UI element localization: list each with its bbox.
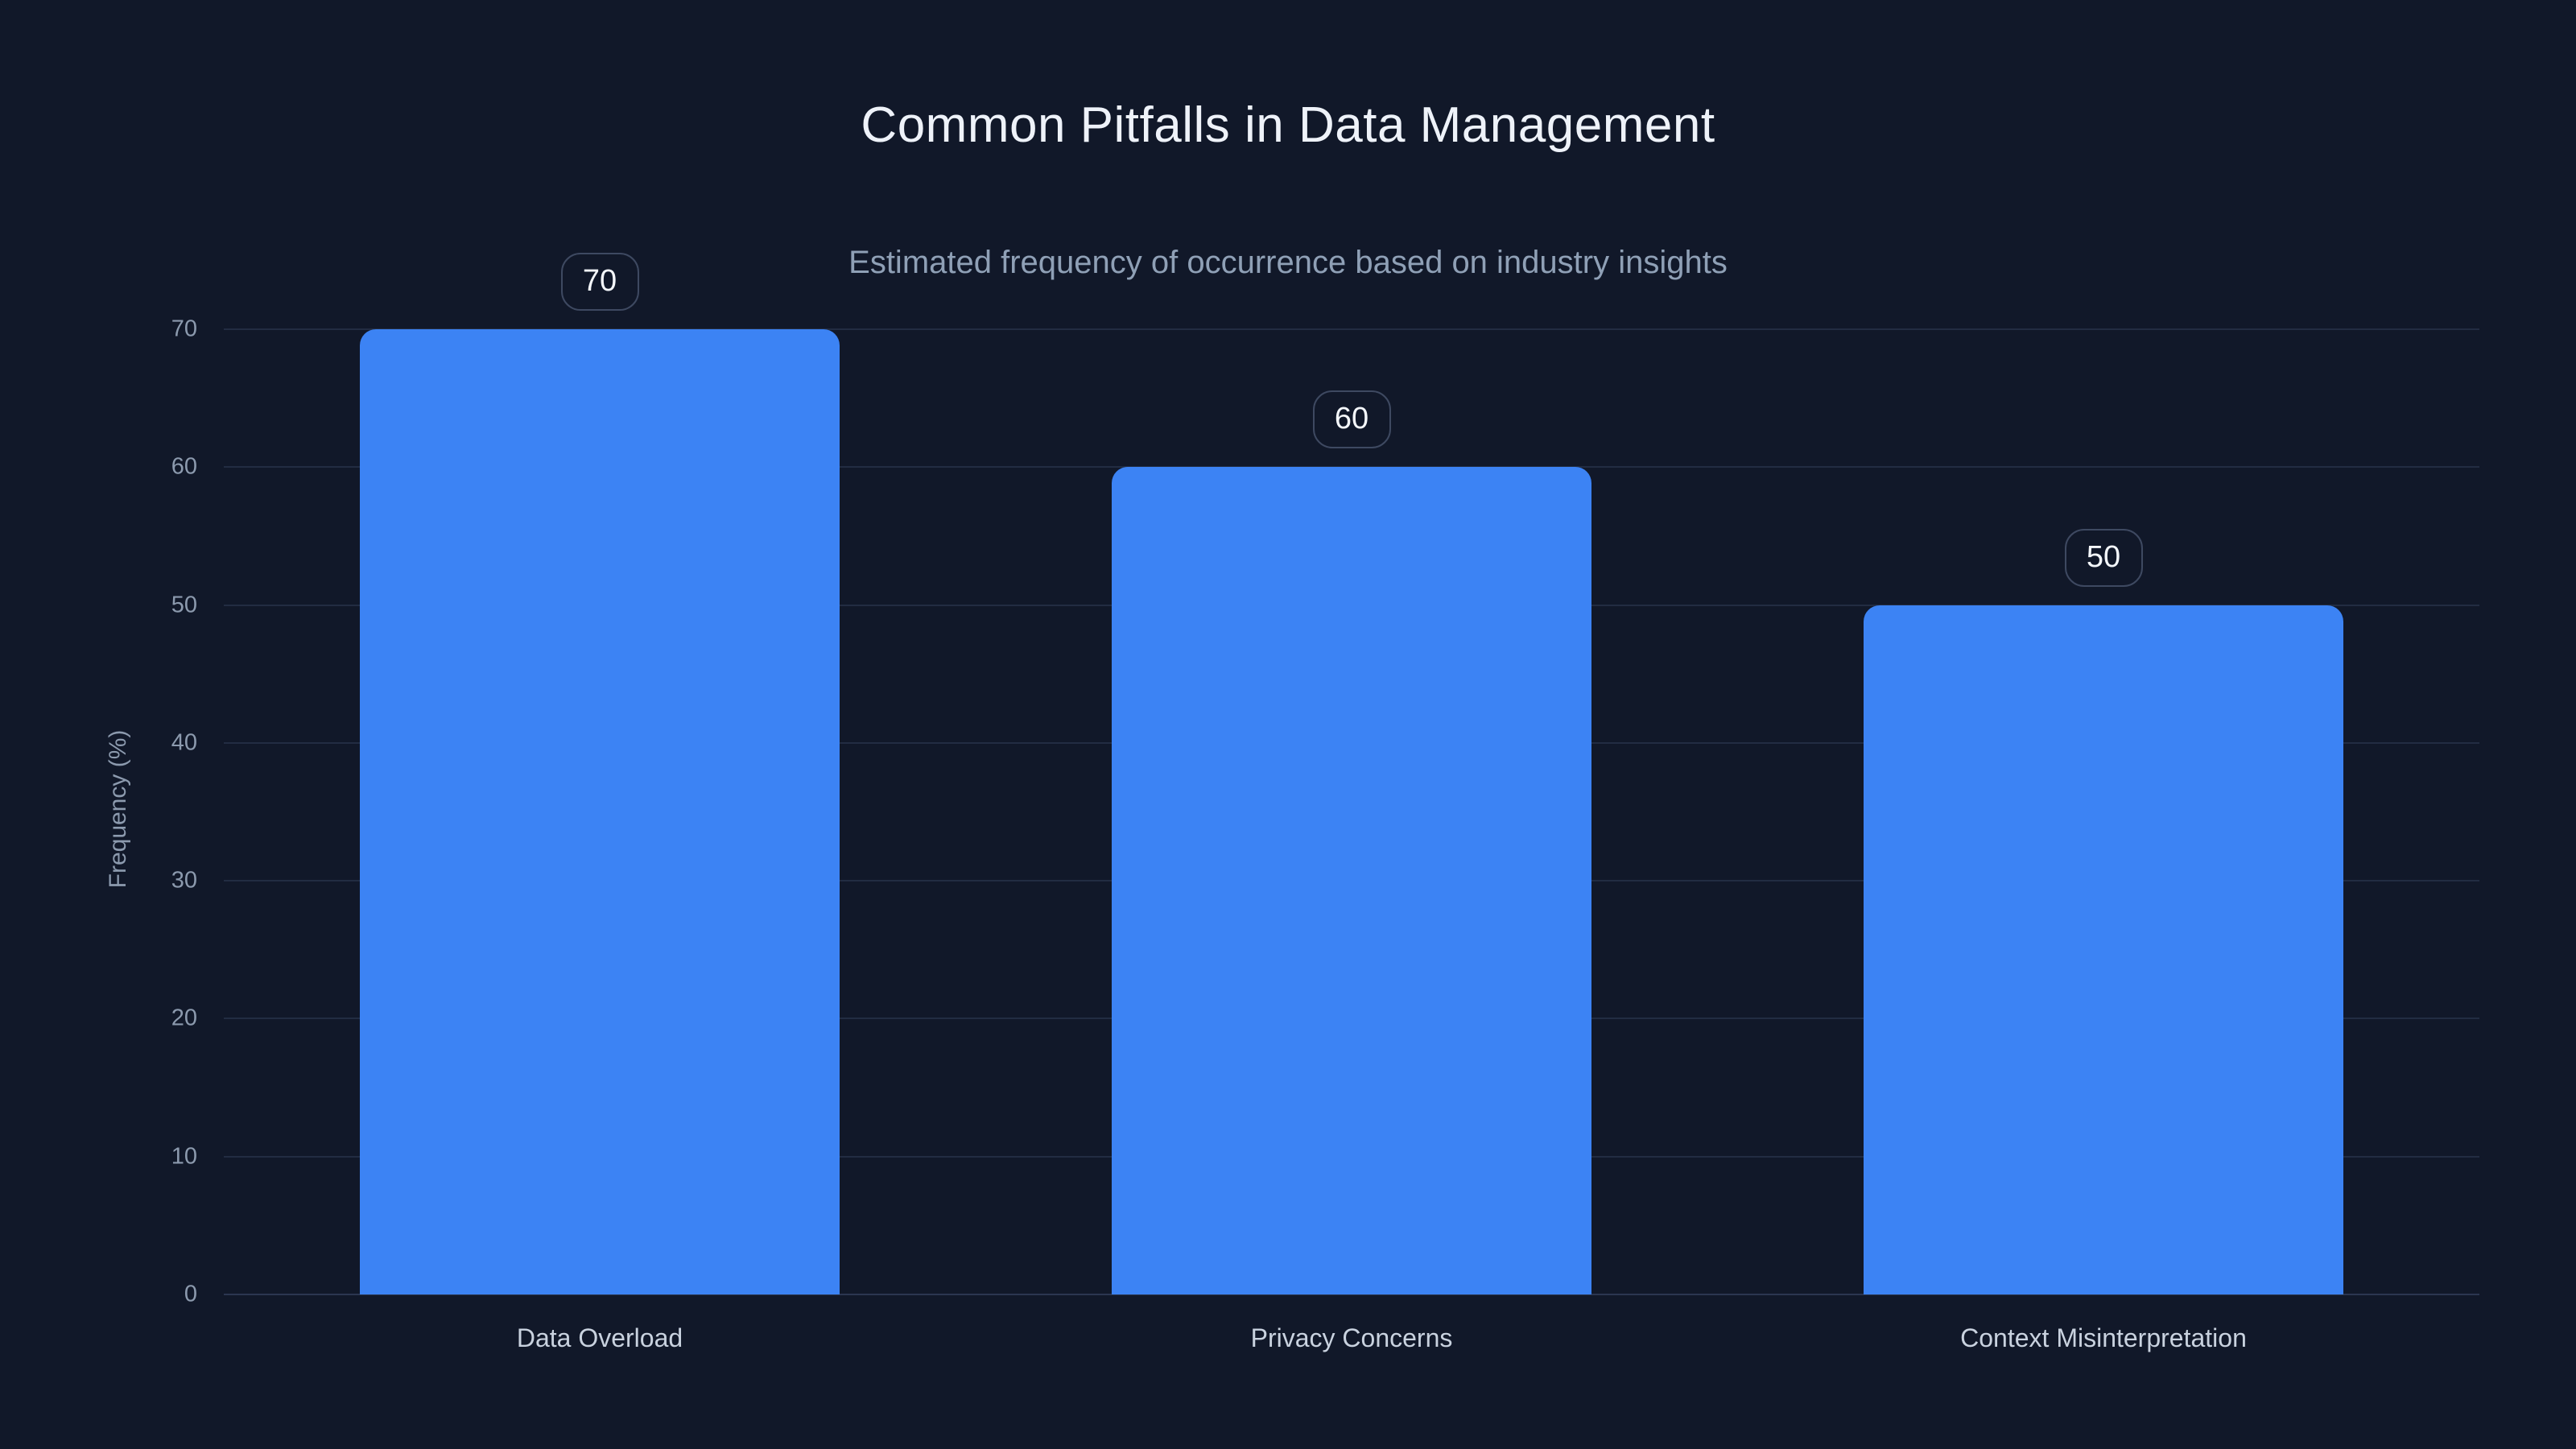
x-category-label: Data Overload — [516, 1323, 683, 1352]
bar-context-misinterpretation[interactable] — [1864, 605, 2343, 1294]
chart-subtitle: Estimated frequency of occurrence based … — [848, 245, 1728, 280]
x-category-label: Privacy Concerns — [1250, 1323, 1453, 1352]
y-tick-label: 0 — [184, 1281, 197, 1307]
y-tick-label: 30 — [171, 867, 197, 894]
x-category-label: Context Misinterpretation — [1960, 1323, 2247, 1352]
gridline — [224, 328, 2479, 330]
y-tick-label: 50 — [171, 592, 197, 618]
y-tick-label: 20 — [171, 1005, 197, 1031]
x-axis-line — [224, 1294, 2479, 1295]
y-tick-label: 60 — [171, 453, 197, 480]
bar-value-badge: 60 — [1312, 390, 1391, 449]
bar-privacy-concerns[interactable] — [1112, 467, 1591, 1294]
y-tick-label: 40 — [171, 729, 197, 756]
plot-area: 70 Data Overload 60 Privacy Concerns 50 Conte… — [224, 253, 2479, 1352]
bar-data-overload[interactable] — [360, 329, 840, 1294]
y-axis-tick-labels: 0 10 20 30 40 50 60 70 — [0, 316, 197, 1307]
chart-title: Common Pitfalls in Data Management — [861, 97, 1715, 153]
bar-value-badge: 50 — [2064, 528, 2143, 587]
y-tick-label: 10 — [171, 1143, 197, 1170]
y-tick-label: 70 — [171, 316, 197, 342]
bar-value-badge: 70 — [560, 253, 639, 311]
